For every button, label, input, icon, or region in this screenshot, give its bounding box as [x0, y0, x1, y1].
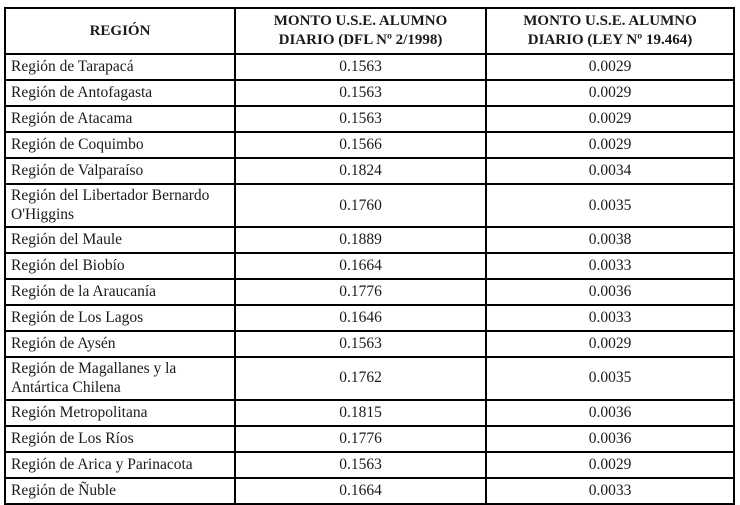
region-cell: Región del Libertador Bernardo O'Higgins — [4, 183, 236, 228]
value-cell: 0.0029 — [485, 329, 735, 358]
header-row: REGIÓN MONTO U.S.E. ALUMNO DIARIO (DFL N… — [4, 7, 735, 55]
value-cell: 0.1563 — [234, 105, 487, 133]
table-row: Región del Biobío 0.1664 0.0033 — [4, 251, 735, 280]
value-cell: 0.1815 — [234, 398, 487, 427]
value-cell: 0.1566 — [234, 131, 487, 159]
region-cell: Región Metropolitana — [4, 398, 236, 427]
value-cell: 0.1664 — [234, 251, 487, 280]
table-row: Región de Los Ríos 0.1776 0.0036 — [4, 424, 735, 453]
region-cell: Región de Aysén — [4, 329, 236, 358]
column-header-ley: MONTO U.S.E. ALUMNO DIARIO (LEY Nº 19.46… — [485, 7, 735, 55]
value-cell: 0.0038 — [485, 225, 735, 254]
value-cell: 0.1776 — [234, 424, 487, 453]
column-header-region: REGIÓN — [4, 7, 236, 55]
value-cell: 0.0029 — [485, 131, 735, 159]
value-cell: 0.0029 — [485, 450, 735, 479]
value-cell: 0.1563 — [234, 450, 487, 479]
table-row: Región de Magallanes y la Antártica Chil… — [4, 355, 735, 401]
value-cell: 0.0029 — [485, 53, 735, 81]
value-cell: 0.0036 — [485, 398, 735, 427]
value-cell: 0.1824 — [234, 157, 487, 185]
use-amount-table: REGIÓN MONTO U.S.E. ALUMNO DIARIO (DFL N… — [4, 7, 735, 505]
table-row: Región de Tarapacá 0.1563 0.0029 — [4, 53, 735, 81]
table-row: Región de la Araucanía 0.1776 0.0036 — [4, 277, 735, 306]
value-cell: 0.0036 — [485, 277, 735, 306]
table-header: REGIÓN MONTO U.S.E. ALUMNO DIARIO (DFL N… — [4, 7, 735, 55]
value-cell: 0.0029 — [485, 79, 735, 107]
region-cell: Región de la Araucanía — [4, 277, 236, 306]
region-cell: Región del Maule — [4, 225, 236, 254]
region-cell: Región de Antofagasta — [4, 79, 236, 107]
table-row: Región de Arica y Parinacota 0.1563 0.0029 — [4, 450, 735, 479]
region-cell: Región de Coquimbo — [4, 131, 236, 159]
value-cell: 0.0035 — [485, 183, 735, 228]
value-cell: 0.0033 — [485, 251, 735, 280]
table-row: Región de Los Lagos 0.1646 0.0033 — [4, 303, 735, 332]
value-cell: 0.1646 — [234, 303, 487, 332]
value-cell: 0.1563 — [234, 329, 487, 358]
value-cell: 0.0029 — [485, 105, 735, 133]
region-cell: Región de Los Lagos — [4, 303, 236, 332]
region-cell: Región del Biobío — [4, 251, 236, 280]
table-row: Región de Aysén 0.1563 0.0029 — [4, 329, 735, 358]
table-row: Región de Antofagasta 0.1563 0.0029 — [4, 79, 735, 107]
table-row: Región de Valparaíso 0.1824 0.0034 — [4, 157, 735, 185]
value-cell: 0.1563 — [234, 79, 487, 107]
value-cell: 0.1760 — [234, 183, 487, 228]
value-cell: 0.0033 — [485, 303, 735, 332]
region-cell: Región de Los Ríos — [4, 424, 236, 453]
value-cell: 0.0035 — [485, 355, 735, 401]
value-cell: 0.1776 — [234, 277, 487, 306]
value-cell: 0.0034 — [485, 157, 735, 185]
value-cell: 0.1889 — [234, 225, 487, 254]
table-row: Región Metropolitana 0.1815 0.0036 — [4, 398, 735, 427]
value-cell: 0.1762 — [234, 355, 487, 401]
table-row: Región del Libertador Bernardo O'Higgins… — [4, 183, 735, 228]
value-cell: 0.1563 — [234, 53, 487, 81]
region-cell: Región de Tarapacá — [4, 53, 236, 81]
region-cell: Región de Magallanes y la Antártica Chil… — [4, 355, 236, 401]
table-row: Región del Maule 0.1889 0.0038 — [4, 225, 735, 254]
table-row: Región de Coquimbo 0.1566 0.0029 — [4, 131, 735, 159]
region-cell: Región de Valparaíso — [4, 157, 236, 185]
table-body: Región de Tarapacá 0.1563 0.0029 Región de … — [4, 53, 735, 505]
region-cell: Región de Atacama — [4, 105, 236, 133]
value-cell: 0.0036 — [485, 424, 735, 453]
column-header-dfl: MONTO U.S.E. ALUMNO DIARIO (DFL Nº 2/199… — [234, 7, 487, 55]
region-cell: Región de Arica y Parinacota — [4, 450, 236, 479]
table-row: Región de Atacama 0.1563 0.0029 — [4, 105, 735, 133]
